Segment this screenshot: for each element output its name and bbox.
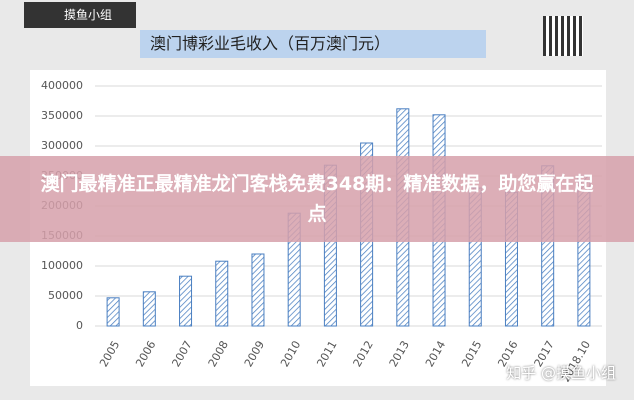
y-tick-label: 50000 [48,289,83,302]
bar [179,275,193,327]
bar [251,253,265,327]
y-tick-label: 300000 [41,139,83,152]
y-tick-label: 0 [76,319,83,332]
y-tick-label: 400000 [41,79,83,92]
banner: 澳门最精准正最精准龙门客栈免费348期：精准数据，助您赢在起点 [0,156,634,242]
logo: 摸鱼小组 [24,2,136,28]
qr-code [543,16,583,56]
y-tick-label: 350000 [41,109,83,122]
watermark: 知乎 @摸鱼小组 [506,364,616,382]
bar [106,297,120,327]
bar [215,260,229,327]
chart-title: 澳门博彩业毛收入（百万澳门元） [140,30,486,58]
bar [142,291,156,327]
y-tick-label: 100000 [41,259,83,272]
